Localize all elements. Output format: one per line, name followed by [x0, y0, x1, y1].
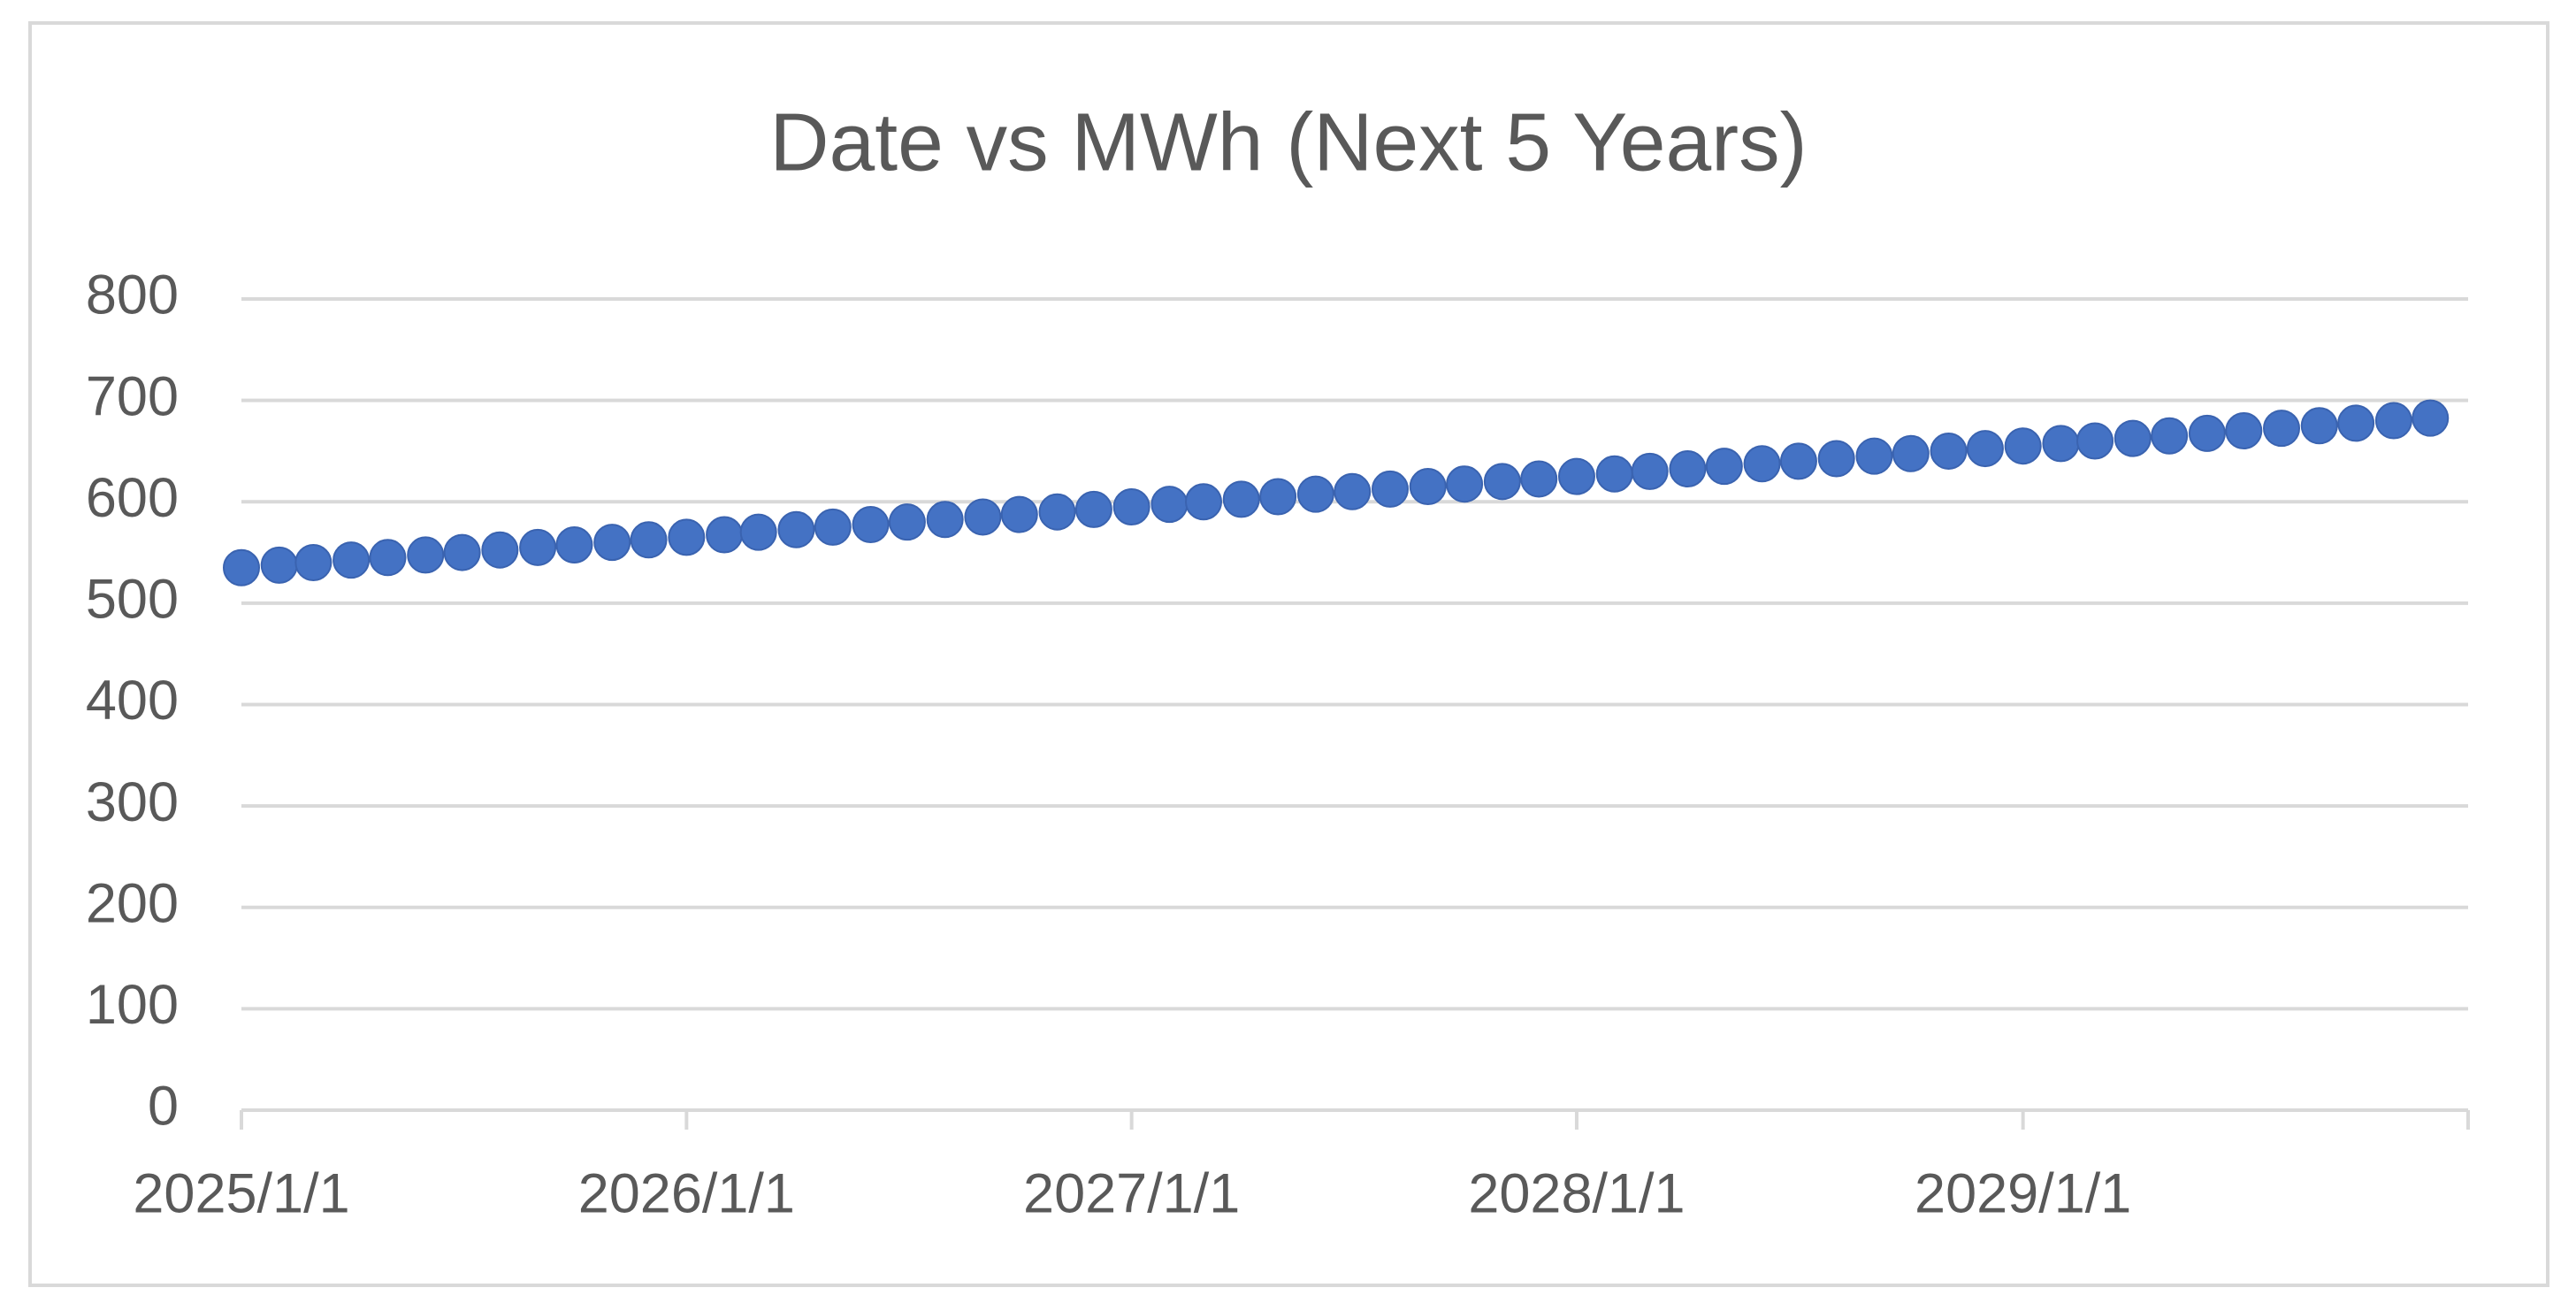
scatter-point: [630, 521, 668, 559]
scatter-point: [294, 544, 333, 582]
scatter-point: [852, 506, 890, 544]
scatter-point: [1371, 470, 1409, 508]
y-tick-label: 400: [86, 670, 179, 732]
scatter-point: [1483, 463, 1521, 501]
scatter-point: [1112, 487, 1150, 525]
scatter-point: [1817, 440, 1855, 478]
scatter-point: [1669, 449, 1707, 487]
y-tick-label: 0: [148, 1076, 179, 1138]
scatter-point: [260, 546, 298, 584]
x-tick-label: 2026/1/1: [578, 1163, 795, 1225]
scatter-point: [2114, 419, 2152, 457]
scatter-point: [333, 541, 371, 579]
y-tick-label: 600: [86, 467, 179, 529]
scatter-point: [1222, 480, 1260, 518]
scatter-point: [2188, 414, 2226, 452]
y-tick-label: 700: [86, 365, 179, 427]
scatter-point: [2337, 404, 2375, 442]
x-tick-label: 2027/1/1: [1023, 1163, 1240, 1225]
scatter-point: [1150, 486, 1189, 524]
scatter-point: [593, 524, 631, 562]
scatter-point: [2004, 427, 2042, 465]
scatter-point: [1930, 432, 1968, 470]
scatter-point: [519, 528, 557, 566]
scatter-point: [1779, 442, 1817, 480]
scatter-point: [964, 498, 1002, 536]
scatter-point: [443, 533, 481, 571]
scatter-point: [706, 516, 744, 554]
scatter-point: [2300, 407, 2338, 445]
scatter-point: [2076, 422, 2114, 460]
scatter-point: [1892, 434, 1930, 472]
x-tick-label: 2028/1/1: [1468, 1163, 1685, 1225]
scatter-point: [1334, 472, 1372, 510]
scatter-point: [926, 501, 964, 539]
scatter-point: [1185, 483, 1223, 521]
scatter-point: [369, 539, 407, 577]
scatter-point: [1296, 475, 1334, 513]
chart-border: [28, 21, 2549, 1287]
scatter-point: [2374, 402, 2412, 440]
scatter-point: [668, 518, 706, 556]
scatter-point: [1631, 452, 1669, 490]
scatter-point: [1446, 465, 1484, 503]
y-tick-label: 500: [86, 569, 179, 631]
scatter-point: [1557, 457, 1595, 495]
scatter-point: [223, 548, 260, 586]
scatter-point: [1038, 493, 1076, 531]
scatter-point: [2225, 412, 2263, 450]
scatter-point: [1705, 448, 1743, 486]
scatter-point: [1000, 495, 1038, 533]
scatter-point: [739, 513, 777, 551]
scatter-point: [555, 525, 593, 563]
scatter-point: [1966, 430, 2004, 468]
scatter-point: [2412, 399, 2450, 437]
scatter-point: [777, 510, 815, 548]
scatter-point: [1520, 460, 1558, 498]
y-tick-label: 300: [86, 771, 179, 833]
y-tick-label: 800: [86, 264, 179, 326]
x-tick-label: 2029/1/1: [1915, 1163, 2131, 1225]
scatter-point: [1743, 445, 1781, 483]
scatter-point: [1259, 478, 1297, 516]
y-tick-label: 100: [86, 974, 179, 1036]
y-tick-label: 200: [86, 872, 179, 934]
scatter-point: [407, 536, 445, 574]
scatter-point: [481, 531, 519, 569]
scatter-point: [1595, 455, 1633, 493]
scatter-point: [2042, 425, 2080, 463]
scatter-point: [2151, 417, 2189, 455]
scatter-point: [1409, 468, 1447, 506]
scatter-point: [814, 508, 852, 546]
scatter-point: [2263, 410, 2301, 448]
scatter-point: [1074, 490, 1112, 528]
scatter-point: [888, 503, 926, 541]
scatter-point: [1855, 437, 1893, 475]
x-tick-label: 2025/1/1: [133, 1163, 349, 1225]
chart-title: Date vs MWh (Next 5 Years): [769, 96, 1807, 188]
